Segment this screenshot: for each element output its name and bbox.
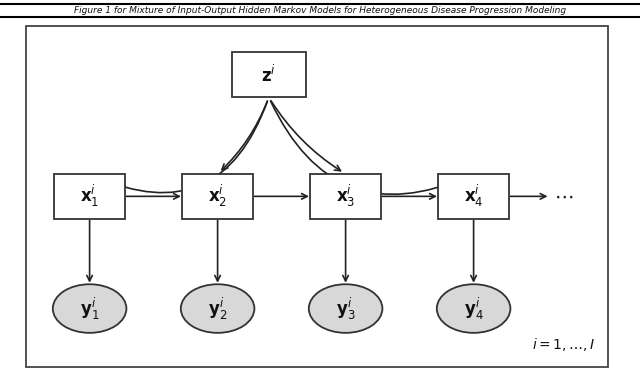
Text: $\mathbf{y}_4^i$: $\mathbf{y}_4^i$: [464, 295, 483, 322]
Bar: [182, 174, 253, 219]
FancyBboxPatch shape: [26, 26, 608, 367]
Text: $i = 1, \ldots, I$: $i = 1, \ldots, I$: [532, 337, 595, 353]
Text: $\mathbf{x}_1^i$: $\mathbf{x}_1^i$: [80, 183, 99, 209]
Text: $\cdots$: $\cdots$: [554, 187, 573, 206]
Text: $\mathbf{x}_4^i$: $\mathbf{x}_4^i$: [464, 183, 483, 209]
Bar: [310, 174, 381, 219]
Bar: [54, 174, 125, 219]
Text: $\mathbf{z}^i$: $\mathbf{z}^i$: [261, 64, 276, 85]
Text: $\mathbf{y}_1^i$: $\mathbf{y}_1^i$: [80, 295, 99, 322]
Text: $\mathbf{x}_3^i$: $\mathbf{x}_3^i$: [336, 183, 355, 209]
Bar: [438, 174, 509, 219]
Text: $\mathbf{y}_2^i$: $\mathbf{y}_2^i$: [208, 295, 227, 322]
Ellipse shape: [309, 284, 383, 333]
Text: Figure 1 for Mixture of Input-Output Hidden Markov Models for Heterogeneous Dise: Figure 1 for Mixture of Input-Output Hid…: [74, 6, 566, 15]
Bar: [232, 52, 306, 97]
Text: $\mathbf{y}_3^i$: $\mathbf{y}_3^i$: [336, 295, 355, 322]
Text: $\mathbf{x}_2^i$: $\mathbf{x}_2^i$: [208, 183, 227, 209]
Ellipse shape: [53, 284, 127, 333]
Ellipse shape: [437, 284, 511, 333]
Ellipse shape: [181, 284, 255, 333]
